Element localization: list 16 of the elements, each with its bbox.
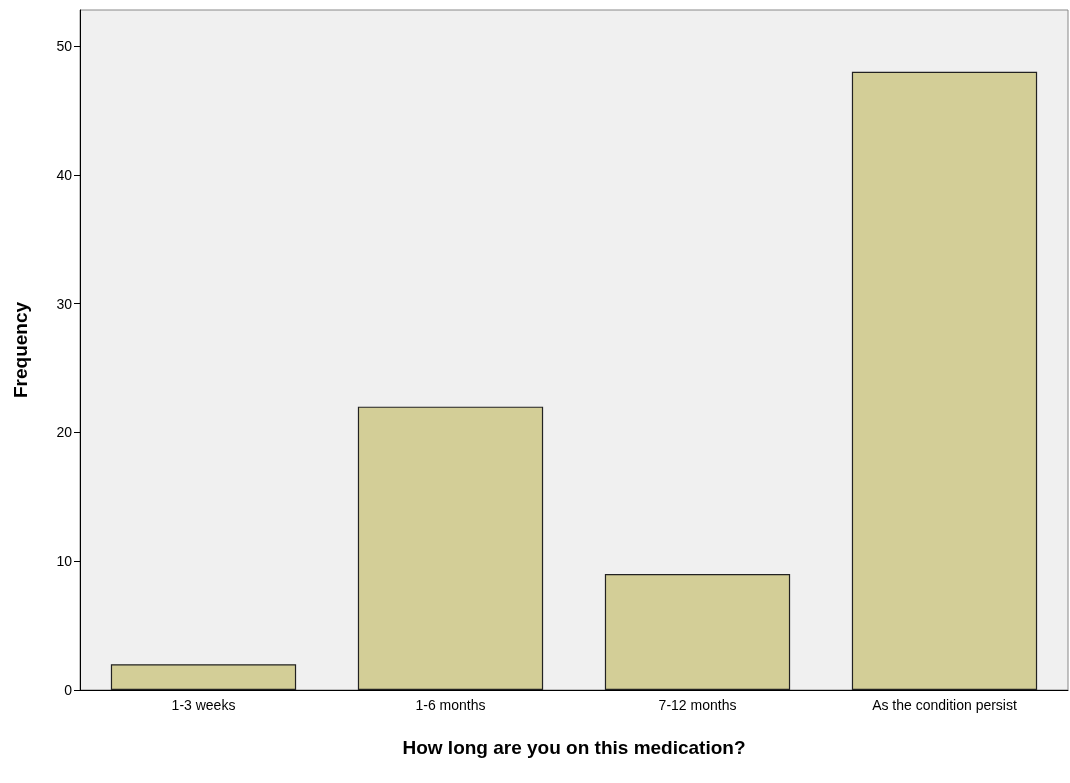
- y-tick-label: 30: [56, 295, 73, 312]
- y-tick-label: 0: [64, 682, 73, 698]
- y-tick-label: 20: [56, 424, 73, 441]
- bar: [110, 664, 297, 690]
- x-tick-label: 7-12 months: [658, 697, 737, 713]
- x-tick-label: As the condition persist: [872, 697, 1017, 713]
- y-tick-label: 50: [56, 38, 73, 55]
- bar: [357, 406, 544, 690]
- y-axis-title: Frequency: [10, 301, 31, 399]
- bar: [604, 574, 791, 690]
- y-tick-label: 40: [56, 166, 73, 183]
- bar: [851, 71, 1038, 690]
- x-axis-title: How long are you on this medication?: [402, 737, 746, 758]
- x-tick-label: 1-6 months: [415, 697, 486, 713]
- y-tick-label: 10: [56, 553, 73, 570]
- x-tick-label: 1-3 weeks: [171, 697, 236, 713]
